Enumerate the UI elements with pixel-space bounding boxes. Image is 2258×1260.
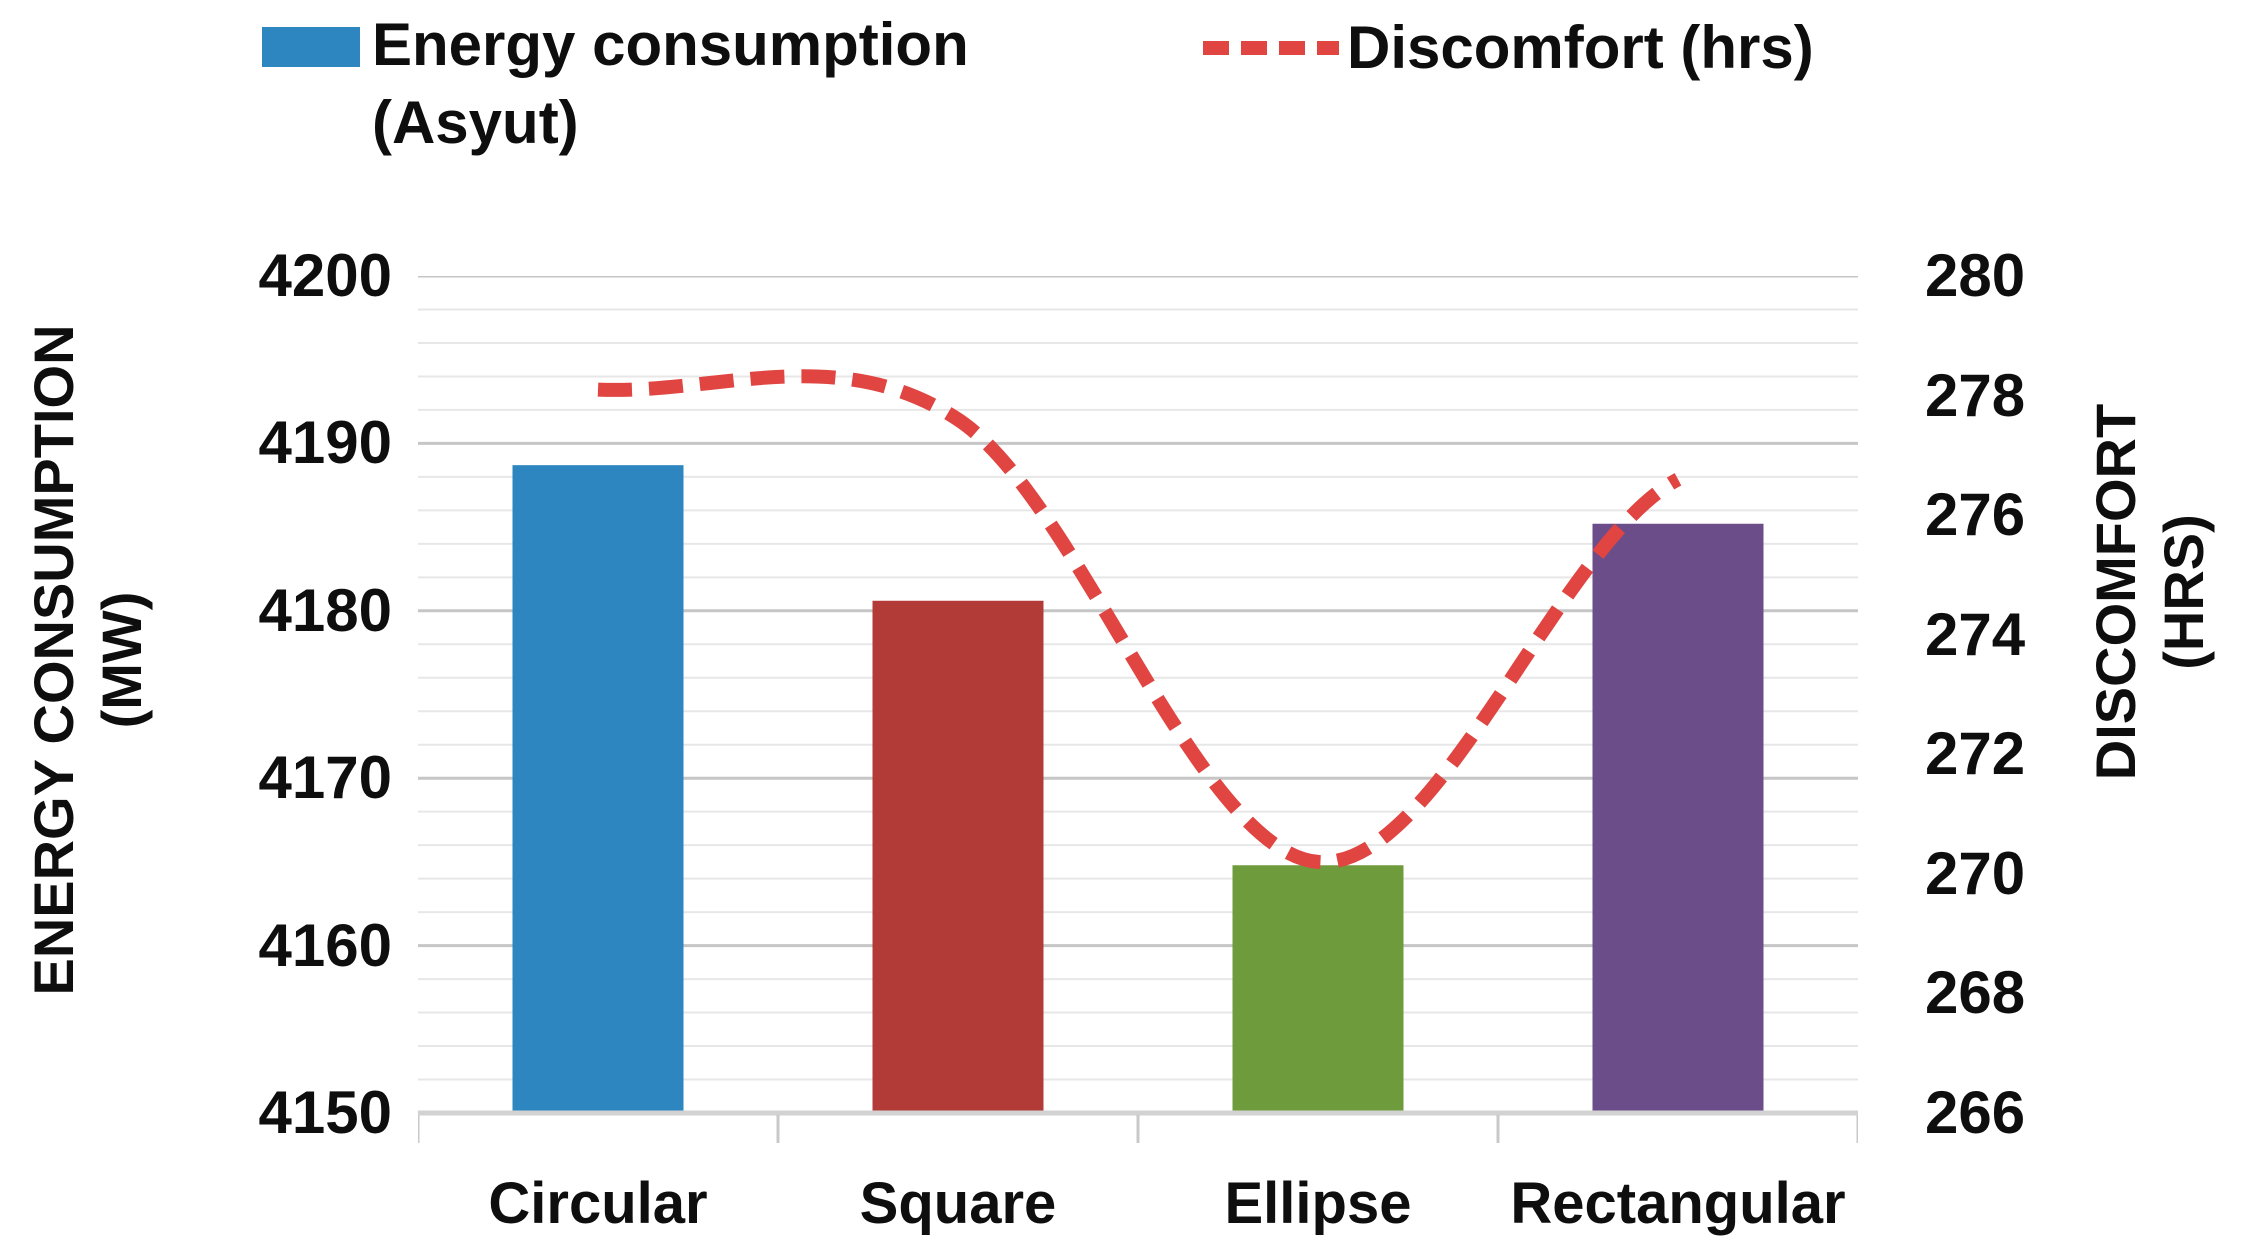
right-axis-tick-280: 280 — [1925, 242, 2026, 309]
left-axis-title-line1: ENERGY CONSUMPTION — [22, 324, 85, 996]
left-axis-tick-4180: 4180 — [258, 576, 392, 644]
category-label-ellipse: Ellipse — [1224, 1171, 1412, 1236]
right-axis-tick-268: 268 — [1925, 959, 2026, 1027]
legend-label-energy-line1: Energy consumption — [372, 11, 969, 78]
legend-label-energy-line2: (Asyut) — [372, 89, 579, 156]
left-axis-tick-4150: 4150 — [258, 1079, 392, 1146]
right-axis-tick-266: 266 — [1925, 1079, 2026, 1146]
right-axis-tick-278: 278 — [1925, 361, 2026, 429]
right-axis-tick-274: 274 — [1925, 600, 2026, 668]
left-axis-title-line2: (MW) — [90, 591, 153, 729]
left-axis-title: ENERGY CONSUMPTION (MW) — [20, 160, 170, 1160]
category-label-circular: Circular — [488, 1171, 708, 1236]
discomfort-series-swatch — [1203, 41, 1339, 55]
left-axis-tick-4200: 4200 — [258, 242, 392, 309]
category-label-rectangular: Rectangular — [1510, 1171, 1846, 1236]
bar-rectangular — [1592, 523, 1764, 1113]
category-label-square: Square — [859, 1171, 1057, 1236]
left-axis-tick-4190: 4190 — [258, 409, 392, 477]
legend-label-energy: Energy consumption (Asyut) — [372, 6, 1152, 162]
bar-ellipse — [1232, 865, 1404, 1113]
bar-circular — [512, 465, 684, 1113]
right-axis-tick-276: 276 — [1925, 481, 2026, 549]
bar-square — [872, 600, 1044, 1113]
right-axis-tick-270: 270 — [1925, 839, 2026, 907]
right-axis-tick-272: 272 — [1925, 720, 2026, 788]
plot-area-svg — [418, 276, 1858, 1143]
legend-label-discomfort: Discomfort (hrs) — [1347, 14, 1814, 81]
energy-bars — [512, 465, 1764, 1113]
discomfort-line — [597, 369, 1682, 869]
left-axis-tick-4160: 4160 — [258, 911, 392, 979]
right-axis-title-line2: (HRS) — [2152, 514, 2215, 670]
energy-series-swatch — [262, 27, 360, 67]
left-axis-tick-4170: 4170 — [258, 744, 392, 812]
